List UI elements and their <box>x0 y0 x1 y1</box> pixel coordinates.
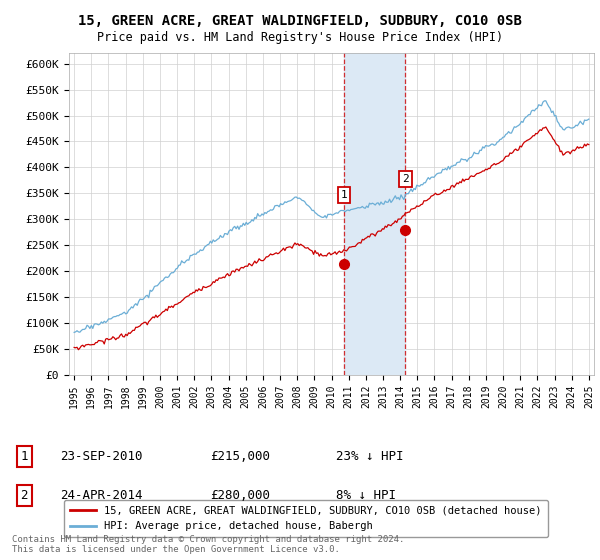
Text: £215,000: £215,000 <box>210 450 270 463</box>
Bar <box>344 53 406 375</box>
Text: Price paid vs. HM Land Registry's House Price Index (HPI): Price paid vs. HM Land Registry's House … <box>97 31 503 44</box>
Text: £280,000: £280,000 <box>210 489 270 502</box>
Text: 1: 1 <box>341 190 347 200</box>
Text: Contains HM Land Registry data © Crown copyright and database right 2024.
This d: Contains HM Land Registry data © Crown c… <box>12 535 404 554</box>
Legend: 15, GREEN ACRE, GREAT WALDINGFIELD, SUDBURY, CO10 0SB (detached house), HPI: Ave: 15, GREEN ACRE, GREAT WALDINGFIELD, SUDB… <box>64 500 548 538</box>
Text: 23-SEP-2010: 23-SEP-2010 <box>60 450 143 463</box>
Text: 2: 2 <box>20 489 28 502</box>
Text: 23% ↓ HPI: 23% ↓ HPI <box>336 450 404 463</box>
Text: 24-APR-2014: 24-APR-2014 <box>60 489 143 502</box>
Text: 1: 1 <box>20 450 28 463</box>
Text: 15, GREEN ACRE, GREAT WALDINGFIELD, SUDBURY, CO10 0SB: 15, GREEN ACRE, GREAT WALDINGFIELD, SUDB… <box>78 14 522 28</box>
Text: 2: 2 <box>402 174 409 184</box>
Text: 8% ↓ HPI: 8% ↓ HPI <box>336 489 396 502</box>
